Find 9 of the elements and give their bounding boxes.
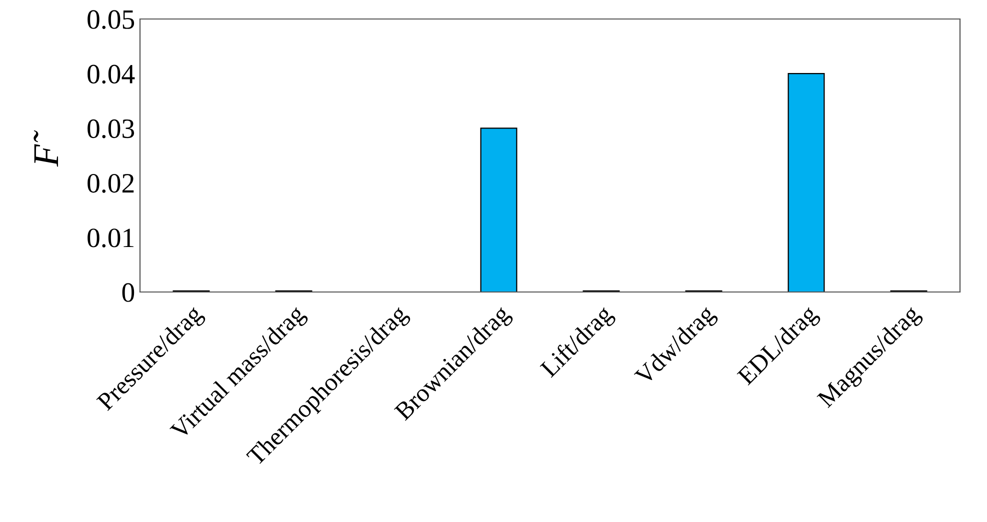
bar <box>788 73 825 292</box>
y-tick-label: 0.04 <box>88 64 135 84</box>
y-tick-label: 0.02 <box>88 174 134 193</box>
y-tick-label: 0.05 <box>88 10 134 30</box>
y-tick-label: 0 <box>122 283 134 302</box>
y-axis-title: F̃ <box>34 130 58 167</box>
y-tick-label: 0.03 <box>88 119 134 138</box>
bar <box>480 128 518 292</box>
y-tick-label: 0.01 <box>88 228 134 248</box>
